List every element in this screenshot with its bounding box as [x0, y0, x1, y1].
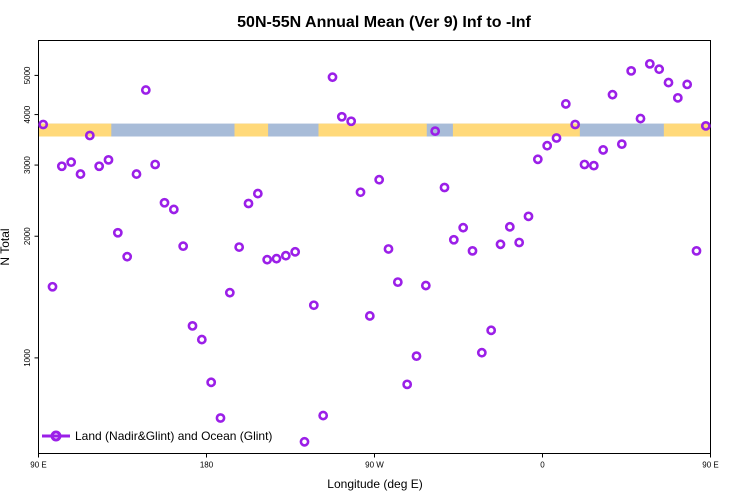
data-point [364, 311, 375, 321]
data-point [654, 64, 665, 75]
data-point [159, 197, 170, 208]
x-axis: 90 E 180 90 W 0 90 E [30, 453, 719, 470]
surface-type-band [38, 123, 711, 137]
x-tick-label: 90 E [30, 461, 46, 470]
data-point [411, 351, 422, 362]
y-tick-label: 4000 [23, 105, 32, 123]
y-axis-label: N Total [0, 228, 12, 265]
data-point [458, 222, 469, 233]
data-point [430, 126, 441, 137]
data-point [439, 182, 450, 193]
data-points [38, 58, 711, 447]
data-point [542, 140, 553, 151]
data-point [598, 145, 609, 155]
data-point [196, 334, 207, 345]
land-band-segment [318, 123, 427, 137]
land-band-segment [663, 123, 711, 137]
data-point [523, 211, 534, 222]
data-point [327, 72, 338, 83]
plot-frame [38, 40, 711, 454]
data-point [290, 246, 301, 257]
land-band-segment [38, 123, 112, 137]
data-point [224, 287, 235, 298]
data-point [495, 239, 506, 250]
land-band-segment [452, 123, 580, 137]
y-tick-label: 2000 [23, 227, 32, 245]
data-point [570, 119, 581, 130]
data-point [663, 77, 674, 88]
data-point [682, 79, 693, 90]
data-point [75, 169, 86, 179]
data-point [243, 198, 254, 209]
data-point [150, 159, 161, 170]
data-point [644, 58, 655, 69]
legend-marker [50, 430, 62, 442]
legend: Land (Nadir&Glint) and Ocean (Glint) [42, 429, 272, 443]
y-tick-label: 3000 [23, 156, 32, 174]
data-point [47, 281, 58, 292]
data-point [346, 116, 357, 127]
chart-title: 50N-55N Annual Mean (Ver 9) Inf to -Inf [237, 14, 531, 31]
data-point [402, 379, 413, 390]
data-point [626, 65, 637, 76]
y-axis: 1000 2000 3000 4000 5000 [23, 66, 39, 367]
data-point [271, 253, 282, 264]
data-point [532, 154, 543, 165]
data-point [635, 113, 646, 124]
data-point [551, 133, 562, 143]
x-tick-label: 90 W [365, 461, 384, 470]
x-tick-label: 180 [200, 461, 214, 470]
data-point [280, 250, 291, 261]
x-axis-label: Longitude (deg E) [327, 477, 422, 491]
data-point [467, 245, 478, 256]
data-point [672, 92, 683, 103]
data-point [691, 245, 702, 256]
data-point [38, 119, 49, 130]
data-point [56, 161, 67, 172]
data-point [336, 111, 347, 122]
y-tick-label: 1000 [23, 348, 32, 366]
data-point [486, 325, 497, 336]
data-point [122, 251, 133, 262]
data-point [140, 85, 151, 95]
data-point [607, 89, 618, 100]
data-point [66, 157, 77, 168]
data-point [383, 244, 394, 254]
data-point [84, 130, 95, 141]
land-band-segment [234, 123, 269, 137]
data-point [178, 241, 189, 252]
data-point [187, 320, 198, 331]
data-point [94, 161, 105, 172]
data-point [112, 227, 123, 238]
data-point [215, 413, 226, 423]
data-point [234, 242, 245, 252]
y-tick-label: 5000 [23, 66, 32, 84]
data-point [355, 187, 366, 198]
data-point [308, 300, 319, 311]
data-point [579, 159, 590, 170]
data-point [392, 277, 403, 288]
data-point [374, 174, 385, 185]
data-point [616, 139, 627, 150]
x-tick-label: 90 E [702, 461, 718, 470]
data-point [504, 221, 515, 232]
data-point [560, 99, 571, 109]
data-point [299, 436, 310, 447]
data-point [262, 254, 273, 265]
data-point [514, 237, 525, 248]
data-point [103, 154, 114, 165]
data-point [588, 160, 599, 171]
data-point [420, 280, 431, 291]
data-point [206, 377, 217, 388]
data-point [448, 234, 459, 245]
data-point [131, 169, 142, 179]
data-point [252, 188, 263, 199]
data-point [476, 347, 487, 358]
data-point [168, 204, 179, 215]
legend-label: Land (Nadir&Glint) and Ocean (Glint) [75, 429, 272, 443]
x-tick-label: 0 [540, 461, 545, 470]
data-point [318, 410, 329, 421]
data-point [700, 120, 711, 131]
